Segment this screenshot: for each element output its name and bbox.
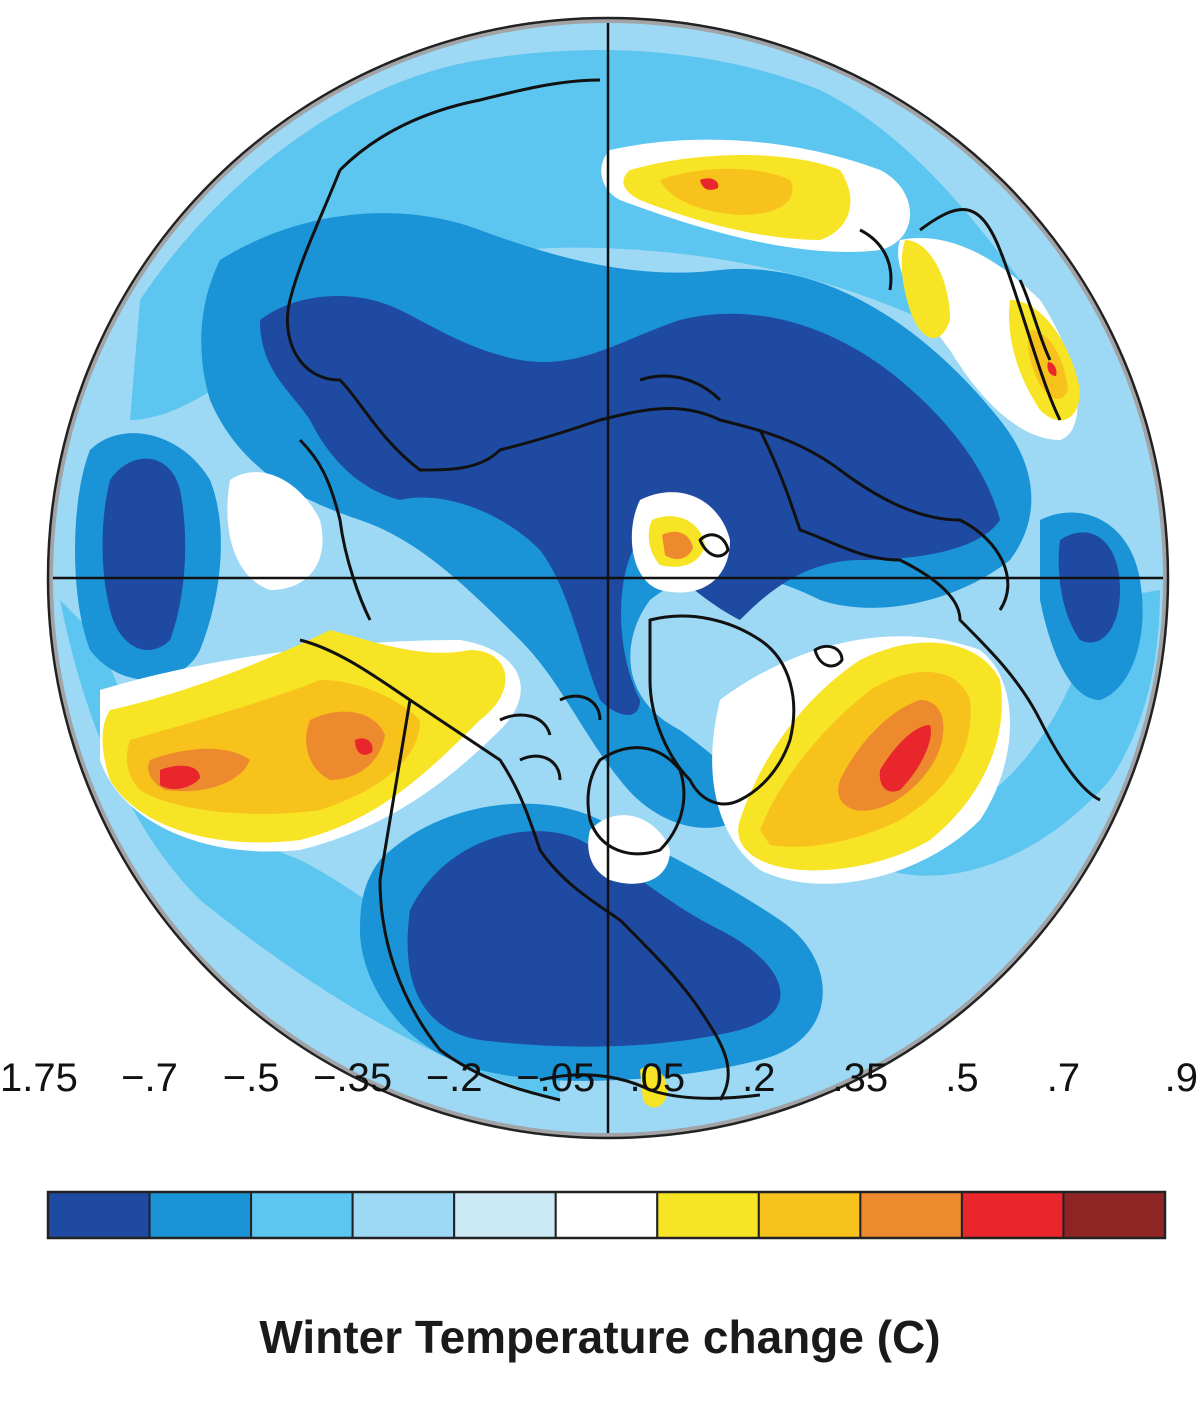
coast-iceland [813, 644, 844, 668]
coast-japan [298, 438, 372, 621]
coast-africa [919, 208, 1062, 421]
colorbar-bin [47, 1191, 151, 1239]
field-orange-pole [662, 531, 693, 560]
field-yellow-south [640, 1066, 668, 1108]
polar-map [46, 16, 1170, 1140]
colorbar [46, 1190, 1167, 1240]
colorbar-title: Winter Temperature change (C) [259, 1311, 941, 1363]
colorbar-tick-label: .35 [832, 1056, 889, 1100]
field-white-1 [227, 472, 323, 590]
colorbar-bin [554, 1191, 659, 1239]
field-yellow-ne2 [901, 240, 950, 339]
coast-arctic-islands [499, 694, 602, 781]
field-deep-blue-right [1058, 532, 1120, 643]
coastlines [285, 78, 1101, 1102]
coast-svalbard [698, 533, 730, 558]
field-orange-pacific-2 [306, 711, 385, 780]
colorbar-tick-label: −.2 [425, 1056, 483, 1100]
coast-europe [639, 374, 1101, 802]
field-red-ne [1047, 362, 1057, 376]
field-deep-blue-left [102, 458, 186, 650]
colorbar-bin [1062, 1191, 1167, 1239]
field-red-north [700, 178, 719, 190]
field-gold-north [660, 168, 793, 215]
colorbar-bin [656, 1191, 760, 1239]
colorbar-bin [859, 1191, 963, 1239]
colorbar-tick-label: −.35 [313, 1056, 393, 1100]
field-red-pacific-2 [355, 738, 373, 755]
coast-greenland [648, 614, 796, 806]
colorbar-tick-label: −.5 [222, 1056, 280, 1100]
field-mid-blue [130, 50, 1020, 420]
field-red-atlantic [879, 725, 931, 792]
colorbar-tick-label: .05 [629, 1056, 686, 1100]
colorbar-bin [250, 1191, 354, 1239]
field-deep-blue [260, 296, 1000, 715]
colorbar-bin [960, 1191, 1065, 1239]
colorbar-tick-label: −.7 [121, 1056, 178, 1100]
colorbar-bin [453, 1191, 557, 1239]
colorbar-tick-label: 1.75 [0, 1056, 78, 1100]
field-red-pacific [160, 765, 200, 790]
colorbar-tick-label: .5 [945, 1056, 979, 1100]
colorbar-tick-label: .7 [1046, 1056, 1081, 1100]
coast-uk [859, 228, 1052, 361]
colorbar-tick-label: −.05 [516, 1056, 596, 1100]
colorbar-tick-label: .9 [1164, 1056, 1198, 1100]
map-outline [46, 16, 1170, 1140]
coast-asia [285, 78, 1010, 611]
coast-south-america [539, 1073, 761, 1100]
coast-north-america [299, 638, 730, 1102]
coast-hudson [586, 746, 686, 856]
colorbar-bin [351, 1191, 456, 1239]
colorbar-bin [148, 1191, 253, 1239]
colorbar-tick-label: .2 [742, 1056, 776, 1100]
colorbar-bin [757, 1191, 862, 1239]
colorbar-frame [46, 1190, 1167, 1240]
